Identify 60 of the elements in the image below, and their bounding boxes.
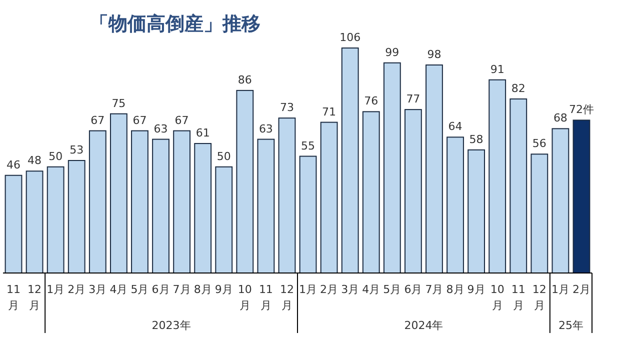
data-label: 63 — [258, 122, 273, 136]
data-label: 67 — [132, 114, 147, 127]
x-tick-label: 12月 — [280, 283, 294, 312]
x-tick-label: 12月 — [28, 283, 42, 312]
data-label: 76 — [364, 94, 378, 108]
x-tick-label: 4月 — [362, 283, 380, 296]
x-tick-label: 7月 — [425, 283, 444, 296]
x-tick-label: 2月 — [572, 283, 590, 296]
x-tick-label: 9月 — [467, 283, 486, 296]
data-label: 75 — [112, 96, 126, 110]
x-tick-label: 2月 — [68, 283, 86, 296]
data-label: 53 — [70, 144, 84, 156]
data-label: 55 — [301, 139, 316, 152]
annotation: 2023年 — [152, 319, 191, 332]
data-label: 68 — [553, 112, 568, 125]
x-tick-label: 10月 — [490, 283, 504, 312]
data-label: 77 — [406, 92, 420, 106]
data-label: 67 — [90, 114, 105, 127]
data-label: 50 — [48, 150, 63, 163]
x-tick-label: 11月 — [6, 283, 21, 312]
data-label: 72件 — [568, 103, 594, 116]
data-label: 64 — [448, 120, 462, 134]
x-tick-label: 11月 — [511, 283, 526, 312]
data-label: 58 — [469, 132, 484, 146]
x-tick-label: 4月 — [110, 283, 128, 296]
data-label: 67 — [174, 114, 189, 127]
x-tick-label: 2月 — [320, 283, 338, 296]
data-label: 86 — [238, 73, 252, 86]
x-tick-label: 1月 — [551, 283, 570, 296]
x-tick-label: 5月 — [130, 283, 149, 296]
data-label: 71 — [322, 105, 336, 118]
data-label: 98 — [427, 48, 442, 61]
x-tick-label: 8月 — [194, 283, 212, 296]
x-tick-label: 3月 — [341, 283, 360, 296]
x-tick-label: 12月 — [532, 283, 546, 312]
annotation: 2024年 — [404, 319, 444, 332]
title: 「物価高倒産」推移 — [90, 13, 260, 35]
data-label: 48 — [28, 154, 42, 168]
x-tick-label: 11月 — [258, 283, 273, 312]
data-label: 91 — [490, 62, 504, 76]
data-label: 99 — [385, 46, 400, 59]
data-label: 50 — [216, 150, 231, 163]
data-label: 46 — [6, 158, 21, 172]
x-tick-label: 10月 — [238, 283, 252, 312]
data-label: 61 — [196, 126, 210, 140]
x-tick-label: 8月 — [446, 283, 464, 296]
data-label: 56 — [532, 137, 546, 150]
x-tick-label: 3月 — [88, 283, 107, 296]
annotation: 25年 — [558, 319, 584, 332]
data-label: 63 — [154, 122, 168, 136]
x-tick-label: 7月 — [172, 283, 191, 296]
x-tick-label: 1月 — [299, 283, 318, 296]
data-label: 73 — [280, 101, 294, 114]
data-label: 82 — [511, 82, 526, 95]
x-tick-label: 5月 — [383, 283, 402, 296]
x-tick-label: 6月 — [404, 283, 422, 296]
x-tick-label: 1月 — [46, 283, 65, 296]
x-tick-label: 9月 — [214, 283, 233, 296]
data-label: 106 — [340, 31, 361, 44]
x-tick-label: 6月 — [152, 283, 170, 296]
